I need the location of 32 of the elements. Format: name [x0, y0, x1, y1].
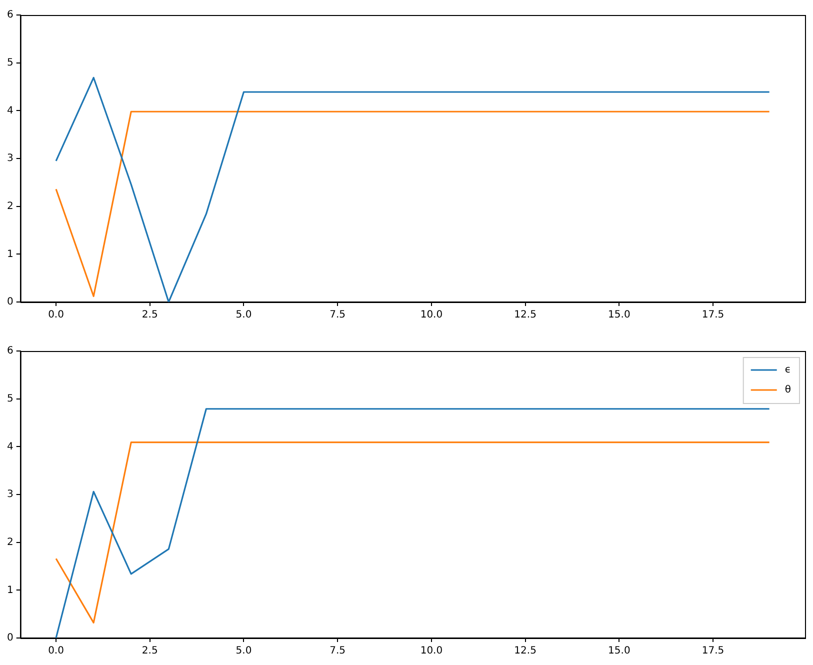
x-tick-label: 12.5: [514, 646, 536, 657]
x-tick-label: 0.0: [48, 310, 64, 321]
y-tick-label: 6: [6, 10, 14, 21]
y-tick-label: 4: [6, 441, 14, 452]
x-tick-label: 7.5: [330, 310, 346, 321]
y-tick-label: 6: [6, 346, 14, 357]
y-tick-label: 1: [6, 248, 14, 260]
y-tick-label: 3: [6, 153, 14, 164]
x-tick-label: 5.0: [236, 310, 252, 321]
y-tick-label: 2: [6, 536, 14, 548]
x-tick-label: 12.5: [514, 310, 536, 321]
x-tick-label: 17.5: [702, 310, 724, 321]
x-tick-label: 17.5: [702, 646, 724, 657]
legend-label: θ: [784, 384, 791, 396]
x-tick-label: 5.0: [236, 646, 252, 657]
x-tick-label: 2.5: [142, 646, 158, 657]
y-tick-label: 2: [6, 200, 14, 212]
x-tick-label: 0.0: [48, 646, 64, 657]
y-tick-label: 3: [6, 489, 14, 500]
x-tick-label: 10.0: [420, 646, 443, 657]
x-tick-label: 10.0: [420, 310, 443, 321]
x-tick-label: 2.5: [142, 310, 158, 321]
x-tick-label: 15.0: [608, 310, 630, 321]
y-tick-label: 4: [6, 105, 14, 116]
y-tick-label: 1: [6, 584, 14, 596]
y-tick-label: 0: [6, 296, 14, 308]
legend-label: ϵ: [784, 364, 792, 376]
y-tick-label: 5: [6, 57, 14, 68]
x-tick-label: 7.5: [330, 646, 346, 657]
y-tick-label: 5: [6, 393, 14, 404]
y-tick-label: 0: [6, 632, 14, 644]
x-tick-label: 15.0: [608, 646, 630, 657]
